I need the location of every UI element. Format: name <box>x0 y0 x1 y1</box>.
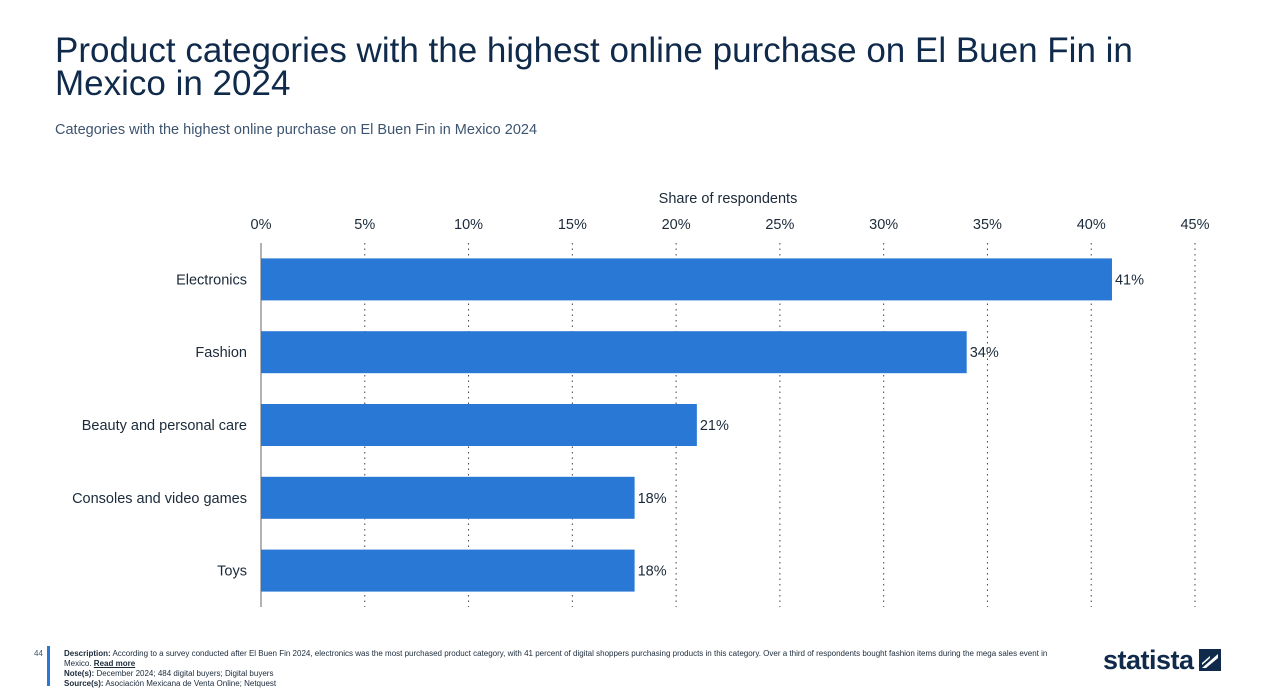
data-label: 18% <box>638 564 667 580</box>
description-text: According to a survey conducted after El… <box>64 649 1048 668</box>
notes-label: Note(s): <box>64 669 95 678</box>
x-tick-label: 10% <box>454 217 483 233</box>
x-tick-label: 5% <box>354 217 375 233</box>
x-tick-label: 0% <box>251 217 272 233</box>
x-tick-label: 40% <box>1077 217 1106 233</box>
description-label: Description: <box>64 649 111 658</box>
x-tick-label: 30% <box>869 217 898 233</box>
bar-chart: Share of respondents 0% 5% 10% 15% 20% 25% 30% 3… <box>72 191 1210 607</box>
bar-4 <box>261 549 635 592</box>
page-number: 44 <box>34 649 43 658</box>
statista-mark-icon <box>1198 649 1221 671</box>
read-more-link[interactable]: Read more <box>93 659 136 668</box>
logo-text: statista <box>1103 644 1194 675</box>
x-axis-title: Share of respondents <box>659 191 798 207</box>
category-label: Consoles and video games <box>72 491 247 507</box>
category-label: Toys <box>217 564 247 580</box>
bar-1 <box>261 331 967 374</box>
footer-accent-bar <box>47 646 50 686</box>
sources-label: Source(s): <box>64 679 104 688</box>
description-line: Description: According to a survey condu… <box>64 649 1064 669</box>
notes-text: December 2024; 484 digital buyers; Digit… <box>96 669 274 678</box>
category-label: Beauty and personal care <box>82 418 247 434</box>
data-label: 34% <box>970 345 999 361</box>
page-title: Product categories with the highest onli… <box>55 31 1133 103</box>
statista-logo[interactable]: statista <box>1103 645 1221 675</box>
x-tick-label: 20% <box>662 217 691 233</box>
bar-3 <box>261 476 635 519</box>
bar-2 <box>261 404 697 446</box>
sources-text: Asociación Mexicana de Venta Online; Net… <box>105 679 277 688</box>
x-tick-label: 35% <box>973 217 1002 233</box>
category-label: Electronics <box>176 272 247 288</box>
bar-0 <box>261 258 1112 301</box>
data-label: 41% <box>1115 272 1144 288</box>
notes-line: Note(s): December 2024; 484 digital buye… <box>64 669 1064 679</box>
data-label: 21% <box>700 418 729 434</box>
x-tick-label: 15% <box>558 217 587 233</box>
category-label: Fashion <box>195 345 247 361</box>
footer-text: Description: According to a survey condu… <box>64 649 1064 689</box>
sources-line: Source(s): Asociación Mexicana de Venta … <box>64 679 1064 689</box>
page-subtitle: Categories with the highest online purch… <box>55 122 538 138</box>
x-tick-label: 25% <box>765 217 794 233</box>
x-tick-label: 45% <box>1180 217 1209 233</box>
data-label: 18% <box>638 491 667 507</box>
footer: 44 Description: According to a survey co… <box>0 645 1280 699</box>
